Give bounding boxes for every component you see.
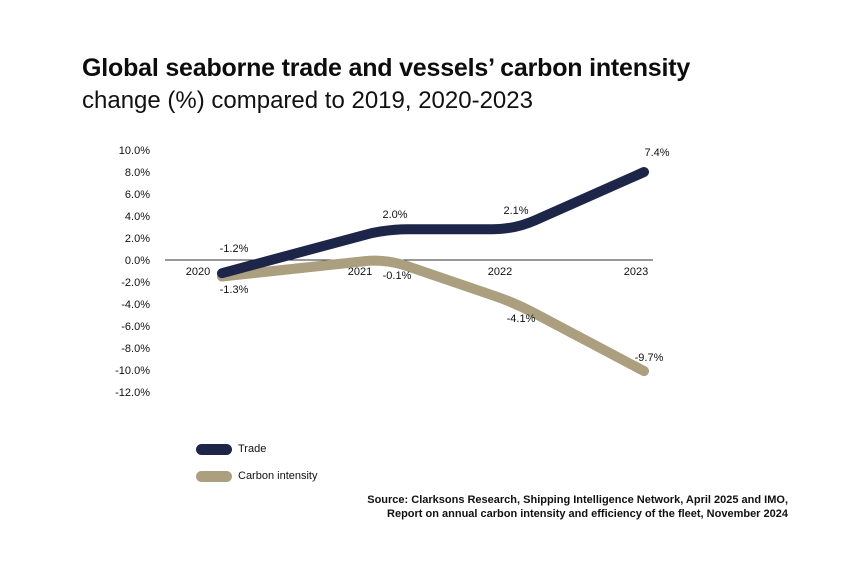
x-tick-label: 2021 xyxy=(348,266,372,278)
x-tick-label: 2020 xyxy=(186,266,210,278)
source-line-1: Source: Clarksons Research, Shipping Int… xyxy=(367,494,788,506)
legend-swatch-trade xyxy=(196,444,232,455)
y-tick-label: -2.0% xyxy=(121,277,150,289)
y-tick-label: -12.0% xyxy=(115,387,150,399)
y-tick-label: 6.0% xyxy=(125,189,150,201)
y-tick-label: 0.0% xyxy=(125,255,150,267)
chart-title: Global seaborne trade and vessels’ carbo… xyxy=(82,54,691,82)
data-label-trade: 7.4% xyxy=(644,147,669,159)
data-label-trade: 2.1% xyxy=(503,205,528,217)
data-label-trade: -1.2% xyxy=(220,243,249,255)
source-line-2: Report on annual carbon intensity and ef… xyxy=(387,508,788,520)
x-tick-label: 2022 xyxy=(488,266,512,278)
y-tick-label: 2.0% xyxy=(125,233,150,245)
y-tick-label: 4.0% xyxy=(125,211,150,223)
y-tick-label: -10.0% xyxy=(115,365,150,377)
legend-label-carbon-intensity: Carbon intensity xyxy=(238,470,318,482)
source-note: Source: Clarksons Research, Shipping Int… xyxy=(367,493,788,521)
data-label-carbon-intensity: -1.3% xyxy=(220,284,249,296)
series-line-trade xyxy=(217,167,649,279)
y-tick-label: -6.0% xyxy=(121,321,150,333)
x-tick-label: 2023 xyxy=(624,266,648,278)
data-label-carbon-intensity: -4.1% xyxy=(507,313,536,325)
y-tick-label: -8.0% xyxy=(121,343,150,355)
data-label-trade: 2.0% xyxy=(382,209,407,221)
data-label-carbon-intensity: -9.7% xyxy=(635,352,664,364)
data-label-carbon-intensity: -0.1% xyxy=(383,270,412,282)
legend-swatch-carbon-intensity xyxy=(196,471,232,482)
y-tick-label: -4.0% xyxy=(121,299,150,311)
chart-subtitle: change (%) compared to 2019, 2020-2023 xyxy=(82,87,533,114)
y-tick-label: 10.0% xyxy=(119,145,150,157)
y-tick-label: 8.0% xyxy=(125,167,150,179)
legend-label-trade: Trade xyxy=(238,443,267,455)
series-line-carbon-intensity xyxy=(217,255,649,377)
